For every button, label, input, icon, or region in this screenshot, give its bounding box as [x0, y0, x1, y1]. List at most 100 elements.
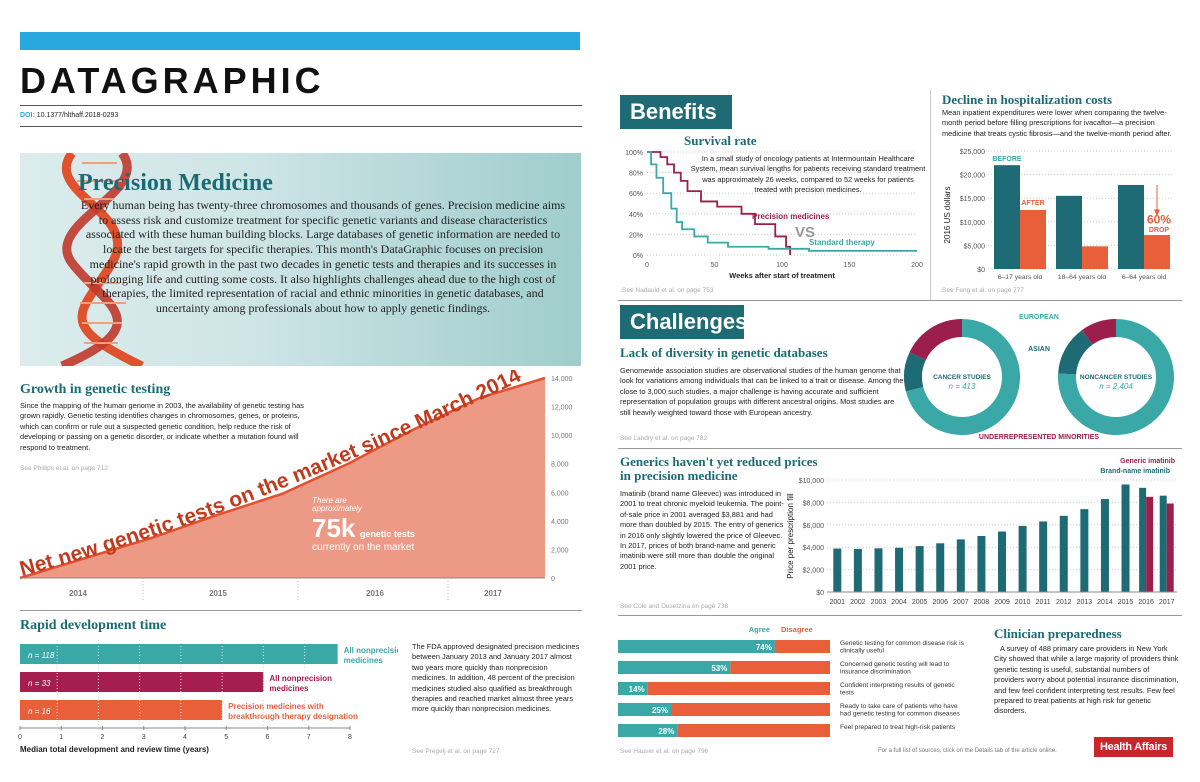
generics-x-tick: 2017: [1159, 599, 1175, 606]
survival-desc: In a small study of oncology patients at…: [690, 154, 926, 195]
generics-x-tick: 2015: [1118, 599, 1134, 606]
generics-x-tick: 2008: [974, 599, 990, 606]
clinician-statement: Feel prepared to treat high-risk patient…: [840, 724, 956, 731]
generics-bar-brand: [1139, 487, 1147, 592]
clinician-bar-agree: [618, 661, 731, 674]
clinician-bar-agree: [618, 724, 678, 737]
growth-x-tick: 2016: [366, 589, 384, 598]
hosp-desc: Mean inpatient expenditures were lower w…: [942, 108, 1172, 138]
generics-bar-brand: [1121, 484, 1130, 592]
mid-rule: [930, 90, 931, 300]
clinician-bar-agree: [618, 703, 671, 716]
rapid-bar: [20, 672, 264, 692]
survival-y-tick: 80%: [629, 171, 643, 178]
growth-title: Growth in genetic testing: [20, 382, 171, 397]
hosp-y-tick: $15,000: [960, 196, 985, 203]
rapid-text: The FDA approved designated precision me…: [412, 642, 580, 714]
noncancer-n: n = 2,404: [1099, 382, 1133, 391]
growth-area: [20, 378, 545, 578]
generics-y-tick: $0: [816, 590, 824, 597]
generics-body: Imatinib (brand name Gleevec) was introd…: [620, 489, 784, 571]
clinician-statement: clinically useful: [840, 648, 885, 655]
growth-body: Since the mapping of the human genome in…: [20, 401, 304, 452]
growth-line: [19, 376, 546, 580]
hosp-bar-after: [1020, 210, 1046, 269]
cancer-donut-slice: [909, 319, 962, 360]
survival-line-precision: [647, 151, 791, 255]
survival-series-label: Precision medicines: [752, 212, 830, 221]
generics-bar-generic: [1166, 503, 1174, 592]
rapid-category-label: breakthrough therapy designation: [228, 712, 358, 721]
rapid-n-label: n = 33: [28, 679, 51, 688]
generics-rule: [618, 448, 1182, 449]
hosp-y-tick: $25,000: [960, 149, 985, 156]
clinician-body: A survey of 488 primary care providers i…: [994, 644, 1179, 716]
rapid-category-label: All nonprecision: [269, 674, 332, 683]
growth-callout-big: 75k: [312, 513, 356, 543]
doi-label: DOI:: [20, 112, 35, 119]
generics-bar-brand: [874, 548, 883, 592]
generics-x-tick: 2011: [1036, 599, 1051, 606]
growth-y-tick: 0: [551, 576, 555, 583]
survival-x-tick: 150: [844, 262, 856, 269]
clinician-statement: insurance discrimination: [840, 669, 911, 676]
diversity-body: Genomewide association studies are obser…: [620, 366, 904, 417]
cancer-label: CANCER STUDIES: [933, 374, 991, 381]
clinician-statement: had genetic testing for common diseases: [840, 711, 961, 718]
generics-bar-brand: [1018, 525, 1027, 592]
survival-source: See Nadauld et al. on page 753: [622, 287, 714, 294]
hosp-drop-pct: 60%: [1147, 213, 1171, 227]
rapid-x-tick: 2: [101, 734, 105, 741]
rapid-x-tick: 6: [266, 734, 270, 741]
noncancer-donut-slice: [1058, 319, 1174, 435]
hosp-category-label: 6–17 years old: [998, 274, 1043, 281]
survival-series-label: Standard therapy: [809, 238, 875, 247]
survival-y-tick: 40%: [629, 212, 643, 219]
generics-legend-brand: Brand-name imatinib: [1100, 468, 1170, 475]
generics-bar-brand: [853, 548, 862, 592]
hosp-bar-after: [1144, 235, 1170, 269]
survival-y-tick: 0%: [633, 253, 643, 260]
hosp-after-label: AFTER: [1021, 200, 1044, 207]
generics-x-tick: 2002: [850, 599, 866, 606]
footer-note: For a full list of sources, click on the…: [878, 748, 1057, 754]
clinician-pct: 14%: [629, 685, 645, 694]
survival-x-tick: 200: [911, 262, 923, 269]
clinician-statement: Ready to take care of patients who have: [840, 703, 958, 710]
growth-x-tick: 2014: [69, 589, 87, 598]
rapid-source: See Pregelj et al. on page 727: [412, 748, 500, 755]
generics-x-tick: 2005: [912, 599, 928, 606]
hosp-bar-after: [1082, 246, 1108, 269]
generics-source: See Cole and Dusetzina on page 738: [620, 603, 729, 610]
legend-european: EUROPEAN: [1019, 314, 1059, 321]
rapid-x-tick: 1: [59, 734, 63, 741]
growth-x-tick: 2017: [484, 589, 502, 598]
generics-y-tick: $4,000: [803, 545, 825, 552]
clinician-statement: Concerned genetic testing will lead to: [840, 661, 950, 668]
generics-bar-brand: [998, 531, 1006, 592]
clinician-bar-disagree: [677, 724, 830, 737]
clinician-bar-disagree: [647, 682, 830, 695]
rapid-x-tick: 7: [307, 734, 311, 741]
growth-y-tick: 14,000: [551, 376, 573, 383]
rapid-rule: [20, 610, 582, 611]
hosp-y-tick: $5,000: [964, 243, 986, 250]
clinician-title: Clinician preparedness: [994, 626, 1122, 641]
brand-logo[interactable]: Health Affairs: [1094, 737, 1173, 757]
hosp-category-label: 18–64 years old: [1058, 274, 1107, 281]
generics-bar-brand: [1100, 499, 1109, 592]
clinician-pct: 74%: [756, 643, 772, 652]
hosp-bar-before: [1118, 184, 1144, 269]
generics-x-tick: 2001: [830, 599, 846, 606]
survival-y-tick: 60%: [629, 191, 643, 198]
generics-x-tick: 2016: [1138, 599, 1154, 606]
hosp-y-tick: $10,000: [960, 220, 985, 227]
title-rule: [20, 105, 582, 106]
rapid-xlabel: Median total development and review time…: [20, 745, 209, 754]
growth-y-tick: 12,000: [551, 405, 573, 412]
survival-vs-label: VS: [795, 224, 815, 241]
clinician-pct: 28%: [658, 727, 674, 736]
noncancer-donut-slice: [1081, 319, 1116, 345]
clinician-statement: Genetic testing for common disease risk …: [840, 640, 965, 647]
growth-callout-unit: genetic tests: [359, 529, 415, 539]
